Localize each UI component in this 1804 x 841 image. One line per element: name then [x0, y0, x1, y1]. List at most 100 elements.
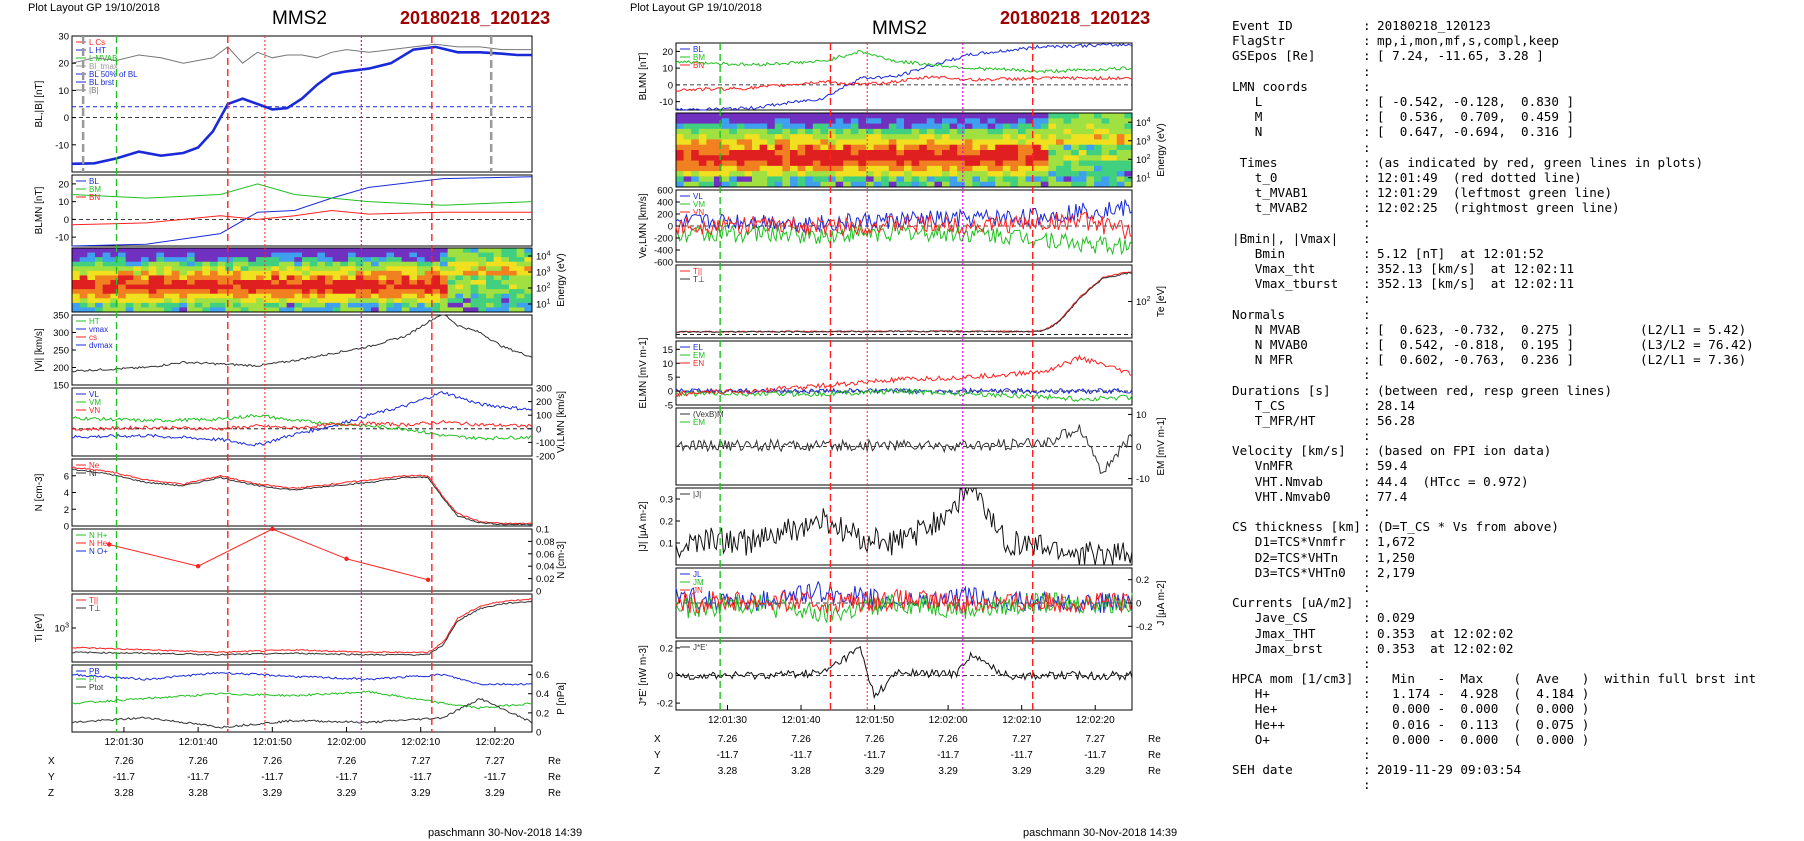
heatmap-cell	[493, 248, 502, 254]
heatmap-cell	[1002, 113, 1011, 119]
heatmap-cell	[348, 289, 357, 295]
info-colon: :	[1363, 716, 1371, 732]
heatmap-cell	[858, 176, 867, 183]
heatmap-cell	[233, 298, 242, 304]
heatmap-cell	[164, 284, 173, 290]
heatmap-cell	[256, 266, 265, 272]
heatmap-cell	[904, 176, 913, 183]
heatmap-cell	[409, 289, 418, 295]
heatmap-cell	[744, 144, 753, 151]
heatmap-cell	[858, 118, 867, 125]
heatmap-cell	[194, 257, 203, 263]
heatmap-cell	[995, 160, 1004, 167]
legend-label: EM	[693, 351, 705, 360]
heatmap-cell	[417, 293, 426, 299]
heatmap-cell	[432, 302, 441, 308]
heatmap-cell	[843, 160, 852, 167]
heatmap-cell	[896, 150, 905, 156]
heatmap-cell	[470, 252, 479, 258]
heatmap-cell	[279, 248, 288, 254]
heatmap-cell	[509, 289, 518, 295]
heatmap-cell	[141, 261, 150, 267]
heatmap-cell	[972, 160, 981, 167]
heatmap-cell	[888, 134, 897, 140]
heatmap-cell	[934, 171, 943, 177]
y-tick-label: 0.02	[536, 574, 555, 585]
position-value: 7.26	[263, 756, 283, 767]
position-value: 7.27	[411, 756, 431, 767]
heatmap-cell	[440, 298, 449, 304]
heatmap-cell	[1124, 150, 1133, 156]
heatmap-cell	[812, 181, 821, 188]
heatmap-cell	[72, 248, 81, 254]
heatmap-cell	[949, 160, 958, 167]
heatmap-cell	[394, 252, 403, 258]
heatmap-cell	[774, 134, 783, 140]
heatmap-cell	[911, 123, 920, 130]
heatmap-cell	[866, 144, 875, 151]
heatmap-cell	[942, 128, 951, 135]
position-value: 3.29	[485, 788, 505, 799]
position-value: 3.29	[938, 766, 958, 777]
heatmap-cell	[95, 289, 104, 295]
heatmap-cell	[1018, 171, 1027, 177]
heatmap-cell	[440, 261, 449, 267]
legend-label: HT	[89, 317, 100, 326]
y-tick-label: 0	[1136, 599, 1141, 610]
heatmap-cell	[210, 257, 219, 263]
position-value: 3.28	[791, 766, 811, 777]
heatmap-cell	[1109, 155, 1118, 162]
info-colon: :	[1363, 625, 1371, 641]
heatmap-cell	[171, 284, 180, 290]
heatmap-cell	[873, 171, 882, 177]
position-value: 7.27	[1085, 734, 1105, 745]
info-key: Durations [s]	[1232, 382, 1331, 398]
heatmap-cell	[447, 266, 456, 272]
heatmap-cell	[125, 261, 134, 267]
heatmap-cell	[1010, 123, 1019, 130]
heatmap-cell	[233, 280, 242, 286]
heatmap-cell	[110, 252, 119, 258]
heatmap-cell	[348, 261, 357, 267]
y-tick-label: 101	[536, 299, 551, 311]
heatmap-cell	[509, 266, 518, 272]
heatmap-cell	[1086, 171, 1095, 177]
info-colon: :	[1363, 655, 1371, 671]
heatmap-cell	[1078, 144, 1087, 151]
heatmap-cell	[156, 298, 165, 304]
heatmap-cell	[417, 248, 426, 254]
heatmap-cell	[698, 134, 707, 140]
heatmap-cell	[1116, 139, 1125, 146]
heatmap-cell	[164, 298, 173, 304]
heatmap-cell	[714, 134, 723, 140]
y-tick-label: 0	[64, 215, 69, 226]
position-value: -11.7	[187, 772, 209, 783]
heatmap-cell	[340, 261, 349, 267]
heatmap-cell	[759, 144, 768, 151]
heatmap-cell	[752, 128, 761, 135]
heatmap-cell	[470, 248, 479, 254]
heatmap-cell	[394, 302, 403, 308]
heatmap-cell	[736, 134, 745, 140]
heatmap-cell	[1056, 128, 1065, 135]
heatmap-cell	[987, 128, 996, 135]
event-info-panel: Event ID:20180218_120123 FlagStr: mp,i,mon…	[1232, 18, 1802, 828]
heatmap-cell	[1116, 128, 1125, 135]
heatmap-cell	[1094, 150, 1103, 156]
heatmap-cell	[866, 165, 875, 172]
heatmap-cell	[118, 248, 127, 254]
heatmap-cell	[850, 128, 859, 135]
heatmap-cell	[240, 270, 249, 276]
heatmap-cell	[302, 302, 311, 308]
heatmap-cell	[980, 181, 989, 188]
heatmap-cell	[72, 307, 81, 313]
y-tick-label: 10	[662, 359, 673, 370]
heatmap-cell	[125, 266, 134, 272]
chart-panel: 0.10.20.3|J| [μA m-2]|J|	[638, 487, 1133, 566]
heatmap-cell	[1109, 165, 1118, 172]
position-value: -11.7	[1084, 750, 1106, 761]
heatmap-cell	[279, 261, 288, 267]
heatmap-cell	[125, 284, 134, 290]
heatmap-cell	[1116, 176, 1125, 183]
